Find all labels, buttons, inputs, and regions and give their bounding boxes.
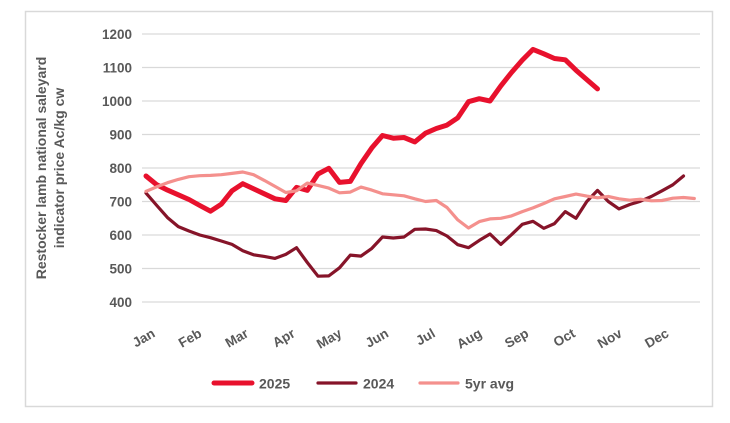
legend-item-5yr-avg: 5yr avg bbox=[418, 376, 514, 392]
y-tick-label-600: 600 bbox=[109, 228, 132, 243]
series-line-5yr-avg bbox=[144, 170, 696, 230]
y-tick-label-800: 800 bbox=[109, 161, 132, 176]
y-tick-label-700: 700 bbox=[109, 195, 132, 210]
y-tick-label-1000: 1000 bbox=[102, 94, 132, 109]
series-line-2025 bbox=[143, 46, 600, 214]
legend-label-2024: 2024 bbox=[363, 376, 394, 392]
y-axis-title: Restocker lamb national saleyard indicat… bbox=[33, 57, 67, 280]
y-axis-title-line2: indicator price Ac/kg cw bbox=[51, 88, 67, 249]
legend-label-5yr-avg: 5yr avg bbox=[465, 376, 514, 392]
legend-item-2024: 2024 bbox=[316, 376, 394, 392]
legend-item-2025: 2025 bbox=[211, 376, 290, 392]
y-axis-tick-labels: 400 500 600 700 800 900 1000 1100 1200 bbox=[102, 27, 132, 310]
y-tick-label-400: 400 bbox=[109, 295, 132, 310]
legend-label-2025: 2025 bbox=[259, 376, 290, 392]
series-lines bbox=[143, 46, 696, 278]
chart-frame bbox=[24, 10, 714, 408]
y-axis-title-line1: Restocker lamb national saleyard bbox=[33, 57, 49, 280]
y-tick-label-900: 900 bbox=[109, 128, 132, 143]
series-line-2024 bbox=[144, 174, 686, 278]
y-tick-label-1200: 1200 bbox=[102, 27, 132, 42]
y-tick-label-500: 500 bbox=[109, 262, 132, 277]
legend: 2025 2024 5yr avg bbox=[211, 376, 514, 392]
y-tick-label-1100: 1100 bbox=[103, 61, 132, 76]
